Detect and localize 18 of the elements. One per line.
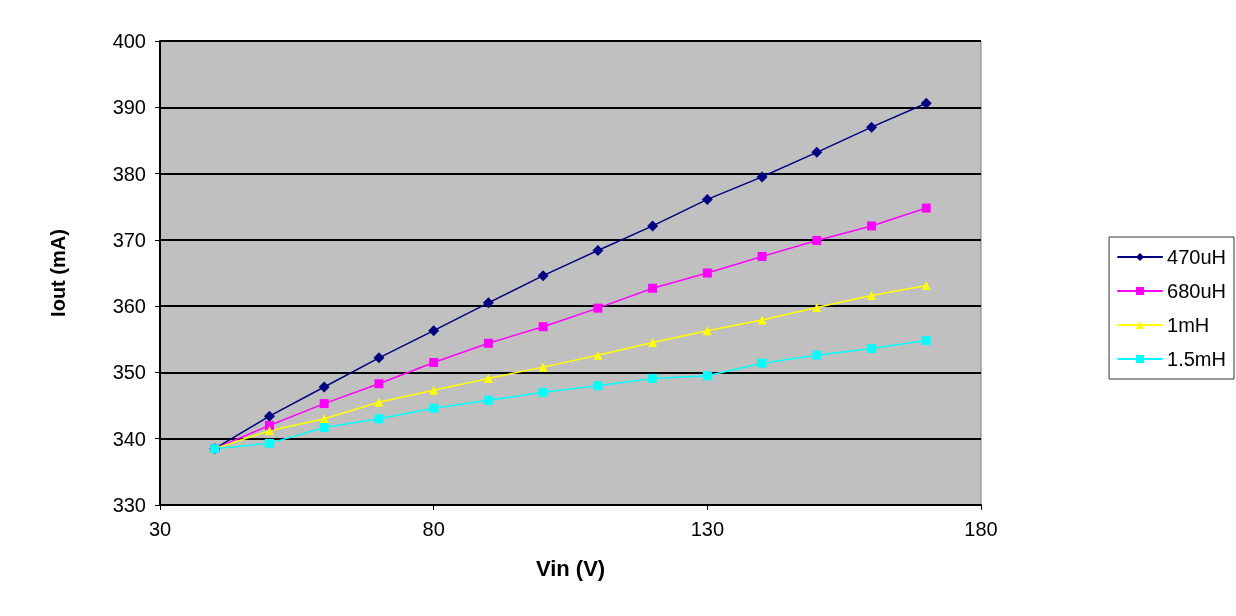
x-tick-label: 180 [964,518,998,540]
y-tick-label: 350 [112,361,146,384]
x-tick-label: 30 [148,518,172,540]
legend-label: 1mH [1167,314,1210,336]
y-axis-title: Iout (mA) [47,229,69,317]
y-tick-label: 340 [112,427,146,450]
y-tick-label: 400 [112,30,146,52]
x-axis-title: Vin (V) [535,555,606,581]
y-tick-label: 370 [112,228,146,251]
legend-label: 470uH [1167,246,1226,268]
y-tick-label: 330 [112,494,146,516]
y-tick-label: 390 [112,96,146,119]
y-tick-label: 360 [112,295,146,318]
x-tick-label: 80 [422,518,445,540]
legend-label: 680uH [1167,280,1226,302]
legend-label: 1.5mH [1167,348,1226,370]
y-tick-label: 380 [112,162,146,185]
x-tick-label: 130 [690,518,725,540]
